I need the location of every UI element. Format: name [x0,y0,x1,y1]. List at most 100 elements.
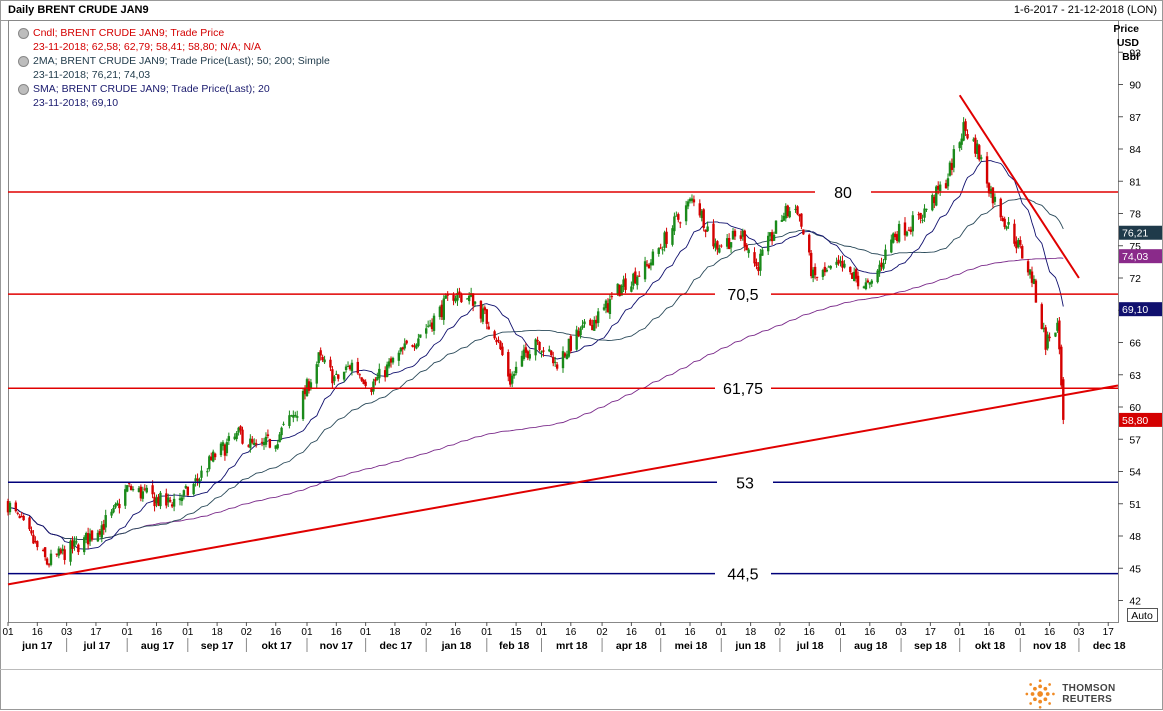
candle-body [1044,327,1047,350]
candle-body [241,429,244,444]
candle-body [729,242,733,248]
candle [1032,275,1036,285]
candle-body [923,208,926,218]
candle-body [618,284,621,297]
candle [104,509,107,533]
candle [383,366,387,382]
candle [274,445,277,452]
candle-body [169,499,172,502]
legend-toggle-icon[interactable] [18,27,29,39]
candle [47,563,51,568]
candle-body [835,261,838,265]
legend-item-candles[interactable]: Cndl; BRENT CRUDE JAN9; Trade Price [18,26,330,40]
candle [548,345,551,353]
candle-body [1056,322,1059,331]
candle-body [577,331,580,337]
candle [1060,344,1063,388]
candle [376,372,379,381]
candle-body [233,436,236,440]
x-month-label: mrt 18 [556,640,588,652]
candle [102,519,105,535]
candle [260,437,264,447]
candle-body [647,264,651,269]
legend-toggle-icon[interactable] [18,55,29,67]
candle-body [852,271,856,281]
candle [278,431,281,443]
candle-body [780,219,784,222]
candle-body [1028,269,1032,275]
candle-body [802,229,805,235]
y-tick-label: 63 [1129,370,1141,382]
y-tick-label: 48 [1129,531,1141,543]
candle [211,449,215,463]
candle [292,410,295,423]
candle [540,350,543,358]
candle [32,530,35,545]
candle-body [663,232,666,248]
legend-toggle-icon[interactable] [18,83,29,95]
candle [638,271,641,277]
candle [98,528,102,538]
candle-body [622,279,625,287]
candle-body [370,387,373,393]
falling-trendline [958,94,1080,279]
candle-body [634,271,637,284]
candle [235,431,238,442]
candle-body [301,390,305,420]
candle-body [1021,246,1024,259]
candle [987,182,991,197]
price-tag-label: 74,03 [1122,251,1148,263]
candle [59,547,62,555]
candle [405,339,408,345]
candle-body [254,443,258,445]
y-tick-label: 51 [1129,499,1141,511]
candle-body [561,351,565,369]
candle [331,365,334,389]
x-tick-label: 16 [684,627,696,638]
x-tick-label: 16 [804,627,816,638]
candle-body [536,339,539,342]
candle-body [155,497,158,504]
candle-body [595,319,598,324]
candle [333,375,336,386]
legend-item-2ma[interactable]: 2MA; BRENT CRUDE JAN9; Trade Price(Last)… [18,54,330,68]
candle [227,432,231,445]
candle-body [800,213,803,227]
x-month-label: jul 18 [796,640,824,652]
candle [223,443,227,461]
candle [1007,217,1010,229]
candle-body [251,439,254,443]
candle [802,229,805,235]
candle-body [784,206,787,219]
candle [129,484,133,491]
x-tick-label: 15 [511,627,523,638]
candle [596,308,600,327]
candle [725,233,729,250]
candle-body [534,339,537,356]
x-tick-label: 16 [864,627,876,638]
candle [622,275,625,293]
candle [495,337,498,345]
candle [481,303,485,325]
candle-body [428,324,432,326]
candle-body [1019,240,1022,245]
candle [253,438,256,446]
candle [786,204,789,218]
candle-body [948,162,952,176]
candle [944,179,948,189]
x-month-label: jul 17 [82,640,110,652]
candle-body [854,269,858,279]
price-tag [1119,412,1162,427]
candle-body [509,373,512,385]
legend-item-sma[interactable]: SMA; BRENT CRUDE JAN9; Trade Price(Last)… [18,82,330,96]
candle [794,204,797,213]
candle-body [18,515,21,519]
candle [589,318,592,326]
candle-body [288,415,291,426]
candle-body [129,485,133,491]
candle-body [16,512,19,514]
level-label: 80 [834,185,852,202]
candle [63,545,66,565]
candle-body [958,142,961,149]
